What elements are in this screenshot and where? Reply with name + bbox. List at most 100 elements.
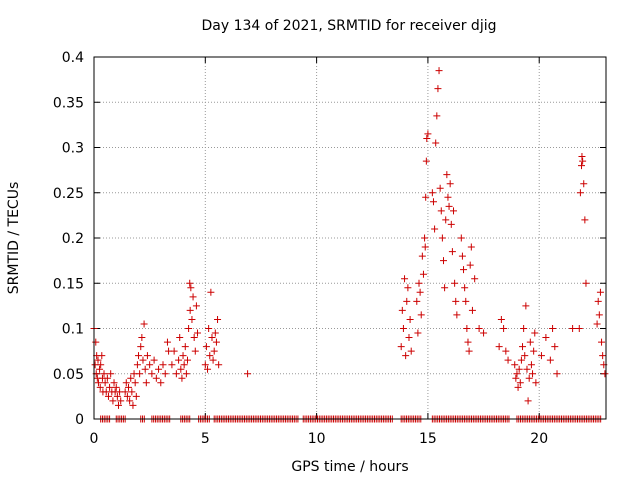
data-point [185, 325, 193, 332]
data-point [189, 293, 197, 301]
y-tick-label: 0.1 [62, 322, 84, 338]
data-point [419, 270, 427, 278]
x-axis-label: GPS time / hours [291, 459, 408, 475]
data-point [523, 365, 531, 373]
data-point [136, 370, 144, 378]
x-tick-label: 10 [308, 431, 326, 447]
data-point [553, 370, 561, 378]
data-point [127, 374, 135, 382]
data-point [416, 288, 424, 296]
axis-tick-labels: 0 5 10 15 20 0 0.05 0.1 0.15 0.2 0.25 0.3 0.35 0.4 [53, 50, 548, 447]
data-point [397, 343, 405, 351]
data-point [464, 338, 472, 346]
x-tick-label: 20 [530, 431, 548, 447]
y-tick-label: 0.2 [62, 231, 84, 247]
data-point [402, 352, 410, 360]
data-point [244, 370, 252, 378]
data-point [191, 347, 199, 355]
data-point [527, 361, 535, 369]
data-point [428, 189, 436, 197]
data-point [215, 361, 223, 369]
x-tick-label: 15 [419, 431, 437, 447]
data-point [210, 347, 218, 355]
data-point [424, 130, 432, 138]
data-point [186, 306, 194, 314]
data-point [97, 361, 105, 369]
data-point [442, 216, 450, 224]
data-point [205, 325, 213, 332]
data-point [146, 361, 154, 369]
data-point [441, 284, 449, 292]
data-point [129, 401, 137, 409]
data-point [517, 356, 525, 364]
data-point [101, 379, 109, 387]
data-point [128, 388, 136, 396]
data-point [157, 379, 165, 387]
data-point [580, 180, 588, 188]
data-point [172, 370, 180, 378]
data-point [433, 112, 441, 120]
data-point [179, 352, 187, 360]
plot-frame [93, 56, 607, 420]
data-point [542, 334, 550, 342]
data-point [601, 370, 609, 378]
data-point [126, 397, 134, 405]
data-point [181, 343, 189, 351]
data-point [582, 279, 590, 287]
data-point [201, 361, 209, 369]
data-point [214, 315, 222, 323]
data-point [100, 370, 108, 378]
data-point [418, 252, 426, 260]
data-point [94, 356, 102, 364]
y-tick-label: 0.35 [53, 95, 84, 111]
y-tick-label: 0.05 [53, 367, 84, 383]
data-point [103, 374, 111, 382]
data-point [437, 207, 445, 215]
data-point [194, 329, 202, 337]
data-point [148, 370, 156, 378]
x-tick-label: 0 [90, 431, 99, 447]
data-point [432, 139, 440, 147]
data-point [431, 225, 439, 233]
data-point [444, 193, 452, 201]
data-point [500, 325, 508, 332]
y-tick-label: 0.4 [62, 50, 84, 66]
data-point [414, 329, 422, 337]
data-point [514, 383, 522, 391]
data-point [475, 325, 483, 332]
data-point [429, 198, 437, 206]
data-point [140, 320, 148, 328]
data-point [530, 347, 538, 355]
data-point [142, 379, 150, 387]
data-point [576, 189, 584, 197]
data-point [504, 356, 512, 364]
data-point [511, 361, 519, 369]
data-point [183, 356, 191, 364]
data-point [569, 325, 577, 332]
data-points [90, 67, 609, 423]
data-point [422, 193, 430, 201]
data-point [594, 297, 602, 305]
data-point [516, 379, 524, 387]
data-point [438, 234, 446, 242]
data-point [435, 67, 443, 75]
data-point [177, 365, 185, 373]
data-point [457, 234, 465, 242]
data-point [121, 388, 129, 396]
data-point [98, 352, 106, 360]
data-point [204, 365, 212, 373]
data-point [155, 365, 163, 373]
data-point [138, 334, 146, 342]
data-point [122, 379, 130, 387]
y-tick-label: 0.15 [53, 276, 84, 292]
data-point [537, 352, 545, 360]
data-point [398, 306, 406, 314]
data-point [448, 248, 456, 256]
data-point [447, 220, 455, 228]
data-point [421, 243, 429, 251]
data-point [415, 279, 423, 287]
data-point [596, 288, 604, 296]
data-point [117, 397, 125, 405]
data-point [423, 134, 431, 142]
